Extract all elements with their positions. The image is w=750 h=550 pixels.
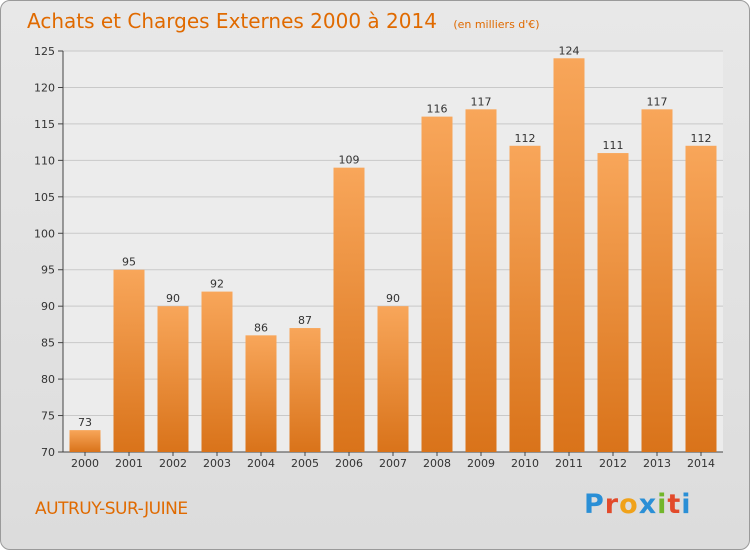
bar (685, 145, 717, 453)
logo-letter: t (667, 489, 682, 520)
chart-subtitle: (en milliers d'€) (453, 18, 540, 31)
value-label: 90 (166, 292, 180, 305)
value-label: 117 (647, 95, 668, 108)
bar (509, 145, 541, 453)
bar (289, 328, 321, 452)
value-label: 73 (78, 416, 92, 429)
logo-letter: x (638, 489, 658, 520)
bar (201, 291, 233, 452)
y-tick-label: 100 (34, 227, 55, 240)
bar (333, 167, 365, 452)
value-label: 92 (210, 278, 224, 291)
y-tick-label: 125 (34, 45, 55, 58)
x-tick-label: 2001 (115, 457, 143, 470)
value-label: 112 (515, 132, 536, 145)
bar (157, 306, 189, 452)
value-label: 90 (386, 292, 400, 305)
y-tick-label: 110 (34, 154, 55, 167)
value-label: 116 (427, 103, 448, 116)
x-tick-label: 2002 (159, 457, 187, 470)
x-tick-label: 2004 (247, 457, 275, 470)
chart-title-text: Achats et Charges Externes 2000 à 2014 (27, 9, 437, 33)
logo-letter: i (681, 489, 692, 520)
x-tick-label: 2014 (687, 457, 715, 470)
y-tick-label: 95 (41, 264, 55, 277)
y-tick-label: 85 (41, 337, 55, 350)
y-tick-label: 120 (34, 81, 55, 94)
proxiti-logo: Proxiti (584, 489, 692, 520)
value-label: 117 (471, 95, 492, 108)
x-tick-label: 2000 (71, 457, 99, 470)
bar (69, 430, 101, 452)
commune-name: AUTRUY-SUR-JUINE (35, 499, 188, 519)
logo-letter: P (584, 489, 605, 520)
bar (465, 109, 497, 452)
value-label: 124 (559, 44, 580, 57)
value-label: 86 (254, 321, 268, 334)
bar (377, 306, 409, 452)
value-label: 95 (122, 256, 136, 269)
x-tick-label: 2011 (555, 457, 583, 470)
logo-letter: r (604, 489, 620, 520)
y-tick-label: 70 (41, 446, 55, 459)
value-label: 111 (603, 139, 624, 152)
bar (113, 269, 145, 452)
chart-title: Achats et Charges Externes 2000 à 2014 (… (27, 9, 540, 33)
x-tick-label: 2010 (511, 457, 539, 470)
bar (597, 153, 629, 452)
logo-letter: o (619, 489, 639, 520)
logo-letter: i (657, 489, 668, 520)
x-tick-label: 2003 (203, 457, 231, 470)
value-label: 112 (691, 132, 712, 145)
y-tick-label: 80 (41, 373, 55, 386)
bar (421, 116, 453, 453)
y-tick-label: 90 (41, 300, 55, 313)
y-tick-label: 75 (41, 410, 55, 423)
bar (641, 109, 673, 452)
bar (245, 335, 277, 452)
x-tick-label: 2008 (423, 457, 451, 470)
x-tick-label: 2012 (599, 457, 627, 470)
x-tick-label: 2007 (379, 457, 407, 470)
y-tick-label: 115 (34, 118, 55, 131)
y-tick-label: 105 (34, 191, 55, 204)
bar (553, 58, 585, 453)
x-tick-label: 2005 (291, 457, 319, 470)
x-tick-label: 2013 (643, 457, 671, 470)
value-label: 109 (339, 154, 360, 167)
x-tick-label: 2009 (467, 457, 495, 470)
value-label: 87 (298, 314, 312, 327)
x-tick-label: 2006 (335, 457, 363, 470)
